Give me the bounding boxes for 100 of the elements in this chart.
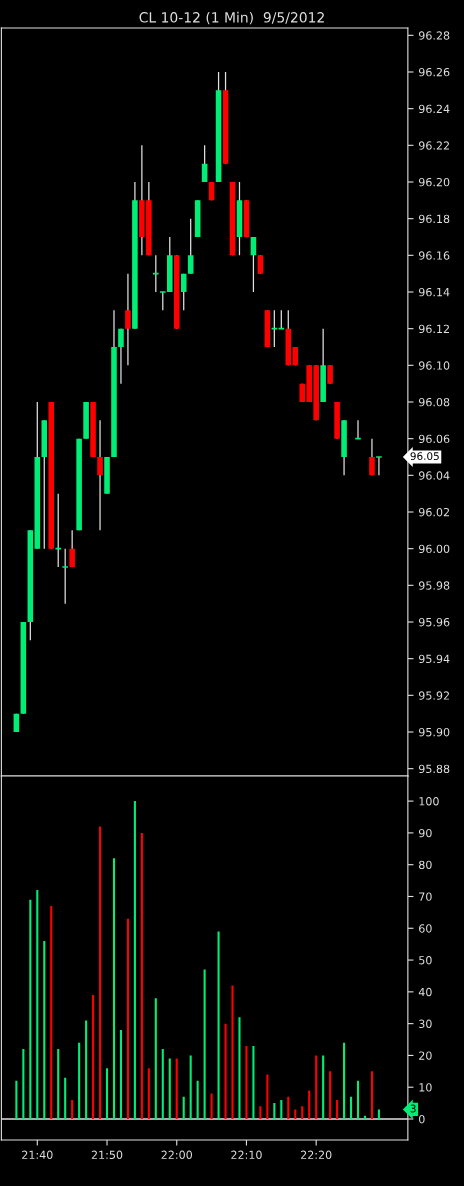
x-tick-label: 22:20 (300, 1150, 332, 1159)
candlestick (375, 456, 383, 476)
y-tick-label: 96.14 (418, 287, 450, 297)
x-tick-label: 22:10 (231, 1150, 262, 1159)
y-tick-label: 96.08 (418, 397, 450, 407)
y-tick-label: 95.88 (418, 764, 450, 774)
y-tick-label: 80 (419, 860, 432, 870)
y-tick-label: 96.24 (418, 104, 450, 114)
x-tick-label: 22:00 (161, 1150, 193, 1159)
y-tick-label: 70 (419, 892, 432, 901)
candlestick (187, 218, 194, 275)
bar (64, 1077, 67, 1119)
bar (245, 1045, 248, 1119)
bar (105, 1068, 109, 1119)
candlestick (118, 328, 124, 385)
y-tick-label: 0 (419, 1114, 425, 1124)
bar (196, 1080, 199, 1119)
bar (29, 899, 32, 1119)
bar (99, 826, 102, 1119)
bar (78, 1042, 81, 1119)
bar (224, 1023, 227, 1119)
bar (50, 906, 53, 1119)
bar (85, 1020, 88, 1119)
bar (126, 918, 129, 1119)
y-tick-label: 95.90 (418, 727, 450, 737)
bar (168, 1058, 171, 1119)
bar (252, 1045, 255, 1119)
y-tick-label: 96.26 (418, 67, 450, 77)
bar (175, 1058, 178, 1119)
bar (92, 995, 95, 1119)
x-tick-label: 21:50 (91, 1150, 123, 1159)
bar (308, 1090, 311, 1119)
bar (43, 940, 46, 1119)
bar (238, 1017, 241, 1119)
y-tick-label: 10 (419, 1083, 432, 1092)
bar (356, 1080, 360, 1119)
y-tick-label: 96.00 (418, 544, 450, 554)
y-tick-label: 30 (419, 1019, 432, 1029)
y-tick-label: 96.10 (418, 361, 450, 370)
bar (147, 1068, 150, 1119)
y-tick-label: 20 (419, 1051, 432, 1060)
y-tick-label: 96.16 (418, 251, 450, 260)
bar (370, 1071, 373, 1119)
bar (133, 801, 136, 1119)
chart-title: CL 10-12 (1 Min) 9/5/2012 (139, 11, 324, 25)
bar (140, 832, 143, 1119)
bar (336, 1099, 339, 1119)
bar (294, 1109, 297, 1119)
candlestick (97, 419, 103, 531)
y-tick-label: 96.12 (418, 324, 449, 334)
bar (57, 1049, 60, 1119)
y-tick-label: 96.06 (418, 434, 450, 444)
x-tick-label: 21:40 (22, 1150, 53, 1159)
y-tick-label: 96.04 (418, 471, 450, 480)
candlestick (61, 548, 69, 605)
bar (273, 1103, 276, 1119)
y-tick-label: 96.20 (418, 177, 450, 187)
bar (349, 1096, 353, 1119)
y-tick-label: 95.94 (418, 654, 450, 664)
y-tick-label: 96.28 (418, 31, 450, 40)
bar (287, 1096, 290, 1119)
y-tick-label: 40 (418, 987, 432, 997)
y-tick-label: 100 (419, 797, 439, 806)
y-tick-label: 95.96 (418, 617, 450, 627)
bar (71, 1099, 74, 1119)
candlestick (125, 273, 131, 366)
text: 3 (410, 1104, 416, 1113)
bar (322, 1055, 325, 1119)
bar (217, 931, 220, 1119)
bar (203, 969, 206, 1119)
bar (377, 1109, 380, 1119)
bar (161, 1049, 164, 1119)
y-tick-label: 50 (419, 956, 432, 965)
bar (36, 890, 39, 1119)
bar (154, 998, 157, 1119)
bar (315, 1055, 318, 1119)
bar (329, 1071, 332, 1119)
y-tick-label: 95.92 (418, 691, 449, 700)
bar (189, 1055, 192, 1119)
bar (280, 1099, 283, 1119)
y-tick-label: 95.98 (418, 581, 450, 590)
bar (266, 1074, 269, 1119)
bar (301, 1106, 304, 1119)
bar (259, 1106, 262, 1119)
candlestick (257, 254, 264, 275)
y-tick-label: 96.18 (418, 214, 450, 224)
y-tick-label: 90 (418, 828, 432, 838)
candlestick (369, 438, 375, 476)
bar (22, 1049, 25, 1119)
candlestick (69, 529, 75, 568)
y-tick-label: 96.22 (418, 141, 449, 150)
y-tick-label: 96.02 (418, 507, 449, 517)
bar (182, 1096, 185, 1119)
y-tick-label: 60 (419, 924, 432, 933)
bar (112, 858, 116, 1119)
bar (15, 1080, 18, 1119)
bar (210, 1093, 213, 1119)
bar (343, 1042, 346, 1119)
bar (231, 985, 234, 1119)
text: 96.05 (410, 452, 439, 461)
